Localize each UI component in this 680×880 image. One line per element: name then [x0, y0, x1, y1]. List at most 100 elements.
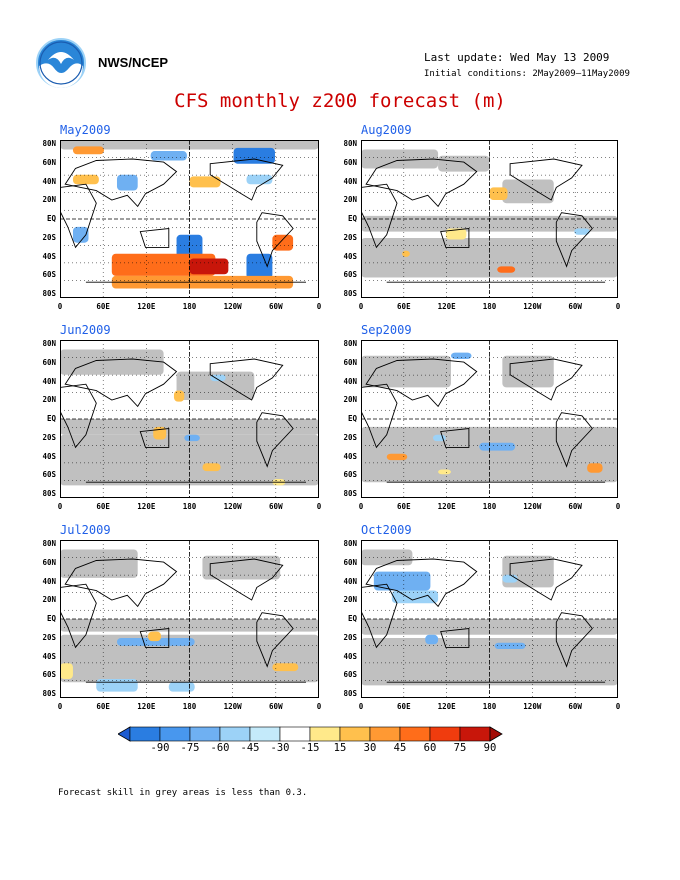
lat-label: 60N — [42, 157, 56, 167]
lat-label: 40N — [42, 376, 56, 386]
lat-label: 20S — [343, 232, 357, 242]
low-skill-area — [60, 634, 319, 683]
panel-frame — [361, 340, 618, 498]
lat-label: 40S — [343, 251, 357, 261]
lon-label: 60W — [269, 302, 283, 311]
lat-label: EQ — [347, 414, 357, 423]
lon-label: 120E — [137, 502, 156, 511]
anomaly-contour — [497, 266, 516, 273]
anomaly-contour — [438, 469, 451, 475]
anomaly-contour — [189, 176, 221, 188]
colorbar-tick-label: 90 — [483, 742, 497, 754]
lon-label: 120E — [437, 702, 456, 711]
map-panel-aug — [361, 140, 618, 298]
coastline — [555, 412, 593, 468]
lat-label: 20S — [343, 432, 357, 442]
map-panel-oct — [361, 540, 618, 698]
lat-label: 60N — [343, 157, 357, 167]
anomaly-contour — [272, 234, 294, 251]
panel-frame — [361, 140, 618, 298]
footnote: Forecast skill in grey areas is less tha… — [58, 788, 308, 798]
lat-label: 80N — [42, 539, 56, 548]
anomaly-contour — [574, 228, 590, 235]
coastline — [64, 558, 178, 608]
coastline — [139, 627, 170, 648]
colorbar-tick-label: -90 — [150, 742, 170, 754]
anomaly-contour — [246, 174, 273, 185]
colorbar-cell — [339, 726, 371, 742]
anomaly-contour — [450, 352, 472, 359]
panel-frame — [361, 540, 618, 698]
lat-label: 40S — [343, 451, 357, 461]
lon-label: 180 — [182, 302, 197, 311]
coastline — [361, 383, 398, 449]
anomaly-contour — [402, 250, 410, 257]
lat-label: 60N — [42, 357, 56, 367]
coastline — [60, 583, 97, 649]
coastline — [440, 627, 470, 648]
lat-label: 40S — [42, 651, 56, 661]
lat-label: 80N — [343, 339, 357, 348]
lon-label: 0 — [316, 502, 322, 511]
colorbar-tick-label: 60 — [423, 742, 437, 754]
low-skill-area — [176, 371, 255, 401]
anomaly-contour — [111, 253, 216, 276]
colorbar-cell — [249, 726, 281, 742]
coastline — [256, 612, 294, 668]
lon-label: 60W — [568, 502, 582, 511]
lon-label: 120W — [223, 702, 242, 711]
low-skill-area — [438, 155, 490, 172]
low-skill-area — [361, 549, 413, 566]
lat-label: 80N — [42, 339, 56, 348]
colorbar-cell — [129, 726, 161, 742]
lat-label: 20N — [343, 395, 357, 405]
lat-label: 60S — [42, 470, 56, 480]
anomaly-contour — [425, 634, 439, 645]
colorbar-cell — [459, 726, 491, 742]
coastline — [139, 427, 170, 448]
lat-label: EQ — [347, 214, 357, 223]
lat-label: 80N — [343, 139, 357, 148]
lon-label: 60W — [269, 702, 283, 711]
page-title: CFS monthly z200 forecast (m) — [174, 90, 506, 112]
lon-label: 120E — [437, 302, 456, 311]
anomaly-contour — [587, 463, 603, 473]
lon-label: 0 — [358, 702, 364, 711]
coastline — [256, 412, 294, 468]
lat-label: 20S — [343, 632, 357, 642]
anomaly-contour — [202, 463, 221, 472]
lon-label: 60E — [96, 702, 110, 711]
coastline — [139, 227, 170, 248]
coastline — [365, 358, 478, 408]
lat-label: 80S — [343, 489, 357, 498]
lat-label: 60N — [343, 557, 357, 567]
lon-label: 60W — [269, 502, 283, 511]
colorbar-cell — [369, 726, 401, 742]
coastline — [60, 383, 97, 449]
anomaly-contour — [272, 663, 299, 672]
panel-label-sep: Sep2009 — [361, 323, 412, 337]
anomaly-contour — [173, 390, 185, 402]
lat-label: 80S — [42, 289, 56, 298]
lon-label: 180 — [482, 702, 497, 711]
anomaly-contour — [96, 679, 138, 692]
anomaly-contour — [489, 187, 508, 201]
coastline — [365, 558, 478, 608]
colorbar-tick-label: 30 — [363, 742, 377, 754]
coastline — [209, 558, 284, 601]
lat-label: 40N — [42, 176, 56, 186]
map-panel-jun — [60, 340, 319, 498]
coastline — [365, 158, 478, 208]
coastline — [64, 358, 178, 408]
lon-label: 120W — [223, 302, 242, 311]
coastline — [555, 612, 593, 668]
map-panel-may — [60, 140, 319, 298]
panel-frame — [60, 540, 319, 698]
lat-label: EQ — [46, 414, 56, 423]
lat-label: 20N — [42, 595, 56, 605]
colorbar-cell — [399, 726, 431, 742]
initial-conditions: Initial conditions: 2May2009–11May2009 — [424, 69, 630, 79]
colorbar-tick-label: -15 — [300, 742, 320, 754]
coastline — [256, 212, 294, 268]
low-skill-area — [202, 555, 281, 580]
